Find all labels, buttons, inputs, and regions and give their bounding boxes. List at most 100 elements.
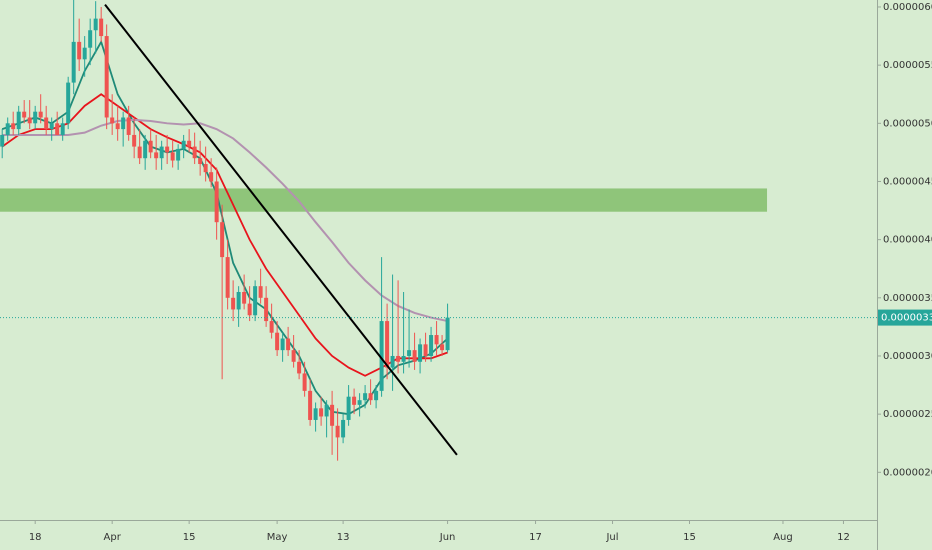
candle-body [445, 317, 450, 351]
moving-average [1, 39, 449, 416]
candle-body [181, 140, 186, 149]
candle-body [27, 117, 32, 124]
candle-body [308, 390, 313, 420]
candle-body [319, 408, 324, 417]
candle-body [110, 117, 115, 124]
candle-body [220, 222, 225, 258]
x-tick-label: 15 [183, 532, 196, 543]
candle-body [5, 123, 10, 135]
candle-body [66, 82, 71, 124]
candle-body [115, 123, 120, 130]
candle-body [60, 123, 65, 135]
candle-body [346, 396, 351, 420]
y-tick-label: 0.00000250 [883, 409, 932, 420]
candle-body [93, 18, 98, 31]
candle-body [231, 297, 236, 310]
candle-body [198, 158, 203, 165]
candle-body [225, 257, 230, 298]
candle-body [44, 117, 49, 130]
candle-body [374, 390, 379, 401]
candle-body [357, 400, 362, 405]
candle-body [335, 425, 340, 438]
x-tick-label: Jul [605, 532, 618, 543]
candle-body [165, 146, 170, 153]
candle-body [16, 111, 21, 130]
candle-body [418, 344, 423, 362]
x-tick-label: Jun [439, 532, 456, 543]
candle-body [247, 303, 252, 316]
x-tick-label: Apr [104, 532, 122, 543]
candle-body [22, 111, 27, 118]
last-price-label: 0.00000333 [881, 313, 932, 324]
candle-body [330, 404, 335, 426]
candle-body [297, 361, 302, 374]
candle-body [269, 321, 274, 333]
candle-body [214, 181, 219, 223]
candle-body [258, 286, 263, 298]
candle-body [192, 146, 197, 159]
candle-body [280, 338, 285, 351]
candle-body [126, 117, 131, 135]
x-tick-label: 17 [529, 532, 542, 543]
candle-body [302, 373, 307, 391]
candle-body [121, 117, 126, 130]
candle-body [401, 355, 406, 362]
candle-body [242, 291, 247, 304]
candle-body [352, 396, 357, 405]
candle-body [11, 123, 16, 130]
y-tick-label: 0.00000450 [883, 176, 932, 187]
candle-body [170, 152, 175, 161]
x-tick-label: Aug [773, 532, 793, 543]
candle-body [88, 30, 93, 48]
candle-body [363, 393, 368, 401]
moving-average [2, 118, 448, 323]
x-tick-label: 15 [683, 532, 696, 543]
candle-body [275, 332, 280, 351]
y-tick-label: 0.00000550 [883, 60, 932, 71]
y-tick-label: 0.00000200 [883, 467, 932, 478]
x-tick-label: 18 [29, 532, 42, 543]
x-tick-label: 13 [337, 532, 350, 543]
candle-body [0, 134, 5, 147]
candle-body [176, 148, 181, 161]
candle-body [154, 152, 159, 159]
candle-body [143, 140, 148, 159]
y-tick-label: 0.00000600 [883, 2, 932, 13]
candle-body [291, 350, 296, 362]
candle-body [187, 140, 192, 147]
candle-body [71, 41, 76, 83]
candle-body [33, 111, 38, 124]
candle-body [82, 47, 87, 60]
candle-body [132, 134, 137, 147]
candle-body [440, 344, 445, 351]
candle-body [379, 321, 384, 391]
candle-body [429, 335, 434, 356]
moving-average [1, 93, 448, 377]
candle-body [286, 338, 291, 351]
candle-body [341, 419, 346, 438]
candle-body [55, 123, 60, 135]
candle-body [264, 297, 269, 322]
candle-body [104, 36, 109, 118]
x-tick-label: May [267, 532, 288, 543]
resistance-zone [0, 188, 768, 212]
candle-body [407, 350, 412, 356]
candle-body [368, 393, 373, 401]
x-tick-label: 12 [837, 532, 850, 543]
candle-body [253, 286, 258, 316]
y-tick-label: 0.00000300 [883, 351, 932, 362]
candle-body [99, 18, 104, 37]
candle-body [313, 408, 318, 420]
y-tick-label: 0.00000350 [883, 293, 932, 304]
candle-body [77, 41, 82, 60]
candle-body [148, 140, 153, 153]
candle-body [137, 146, 142, 159]
y-tick-label: 0.00000400 [883, 235, 932, 246]
candle-body [159, 146, 164, 159]
candle-body [412, 350, 417, 362]
candle-body [209, 172, 214, 182]
last-price-box [878, 309, 932, 326]
candle-body [324, 404, 329, 417]
